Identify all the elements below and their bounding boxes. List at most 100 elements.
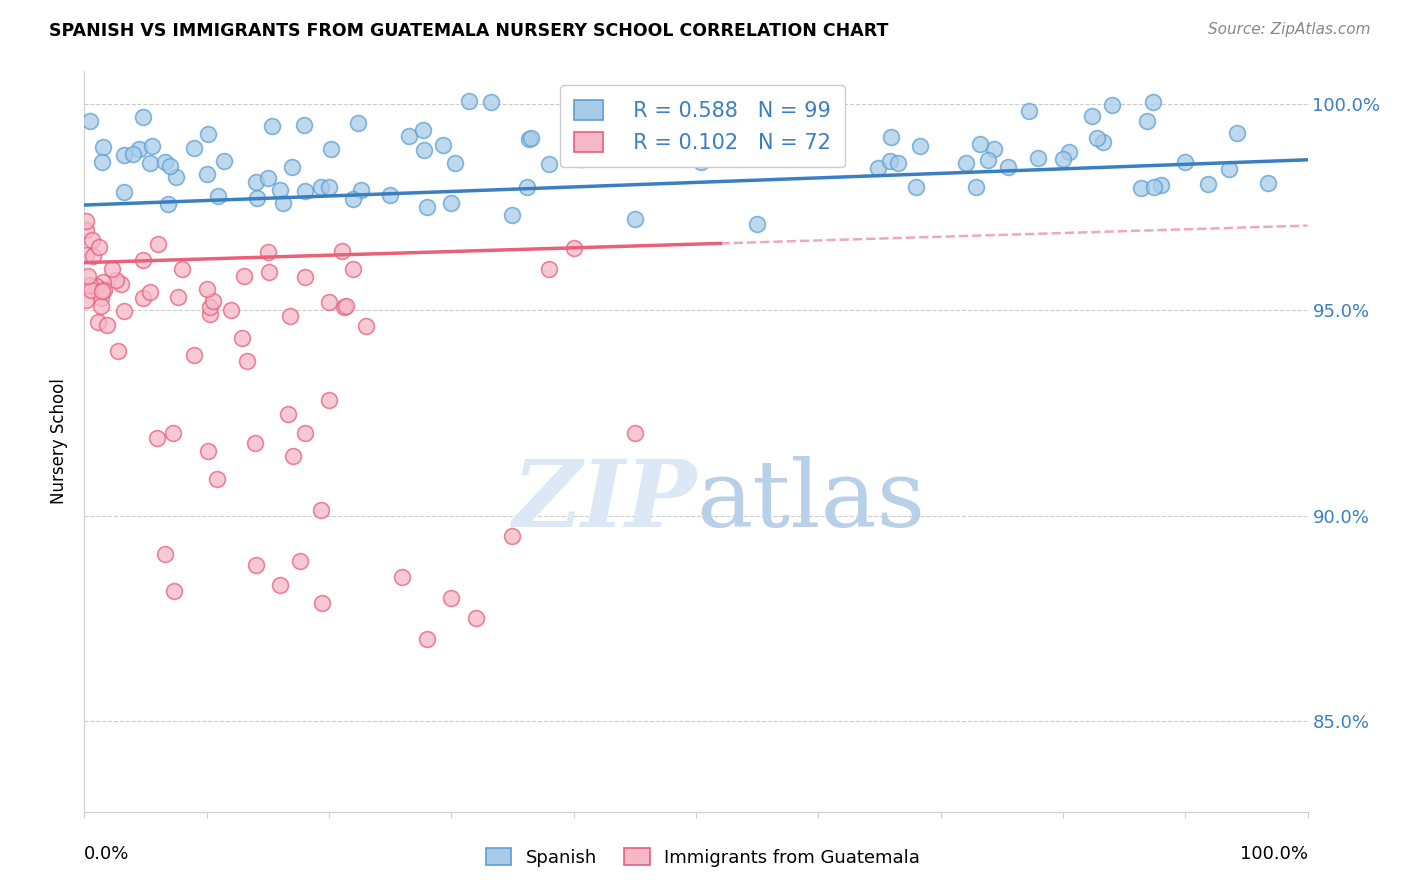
Point <box>1087 131 1109 145</box>
Point <box>624 426 647 441</box>
Point <box>342 192 364 206</box>
Point <box>235 354 257 368</box>
Point <box>538 261 561 276</box>
Point <box>391 570 413 584</box>
Point <box>262 119 284 133</box>
Point <box>398 128 420 143</box>
Point <box>747 217 769 231</box>
Point <box>197 444 219 458</box>
Point <box>145 431 167 445</box>
Point <box>231 331 253 345</box>
Point <box>75 213 97 227</box>
Point <box>868 161 890 175</box>
Point <box>440 196 463 211</box>
Point <box>292 118 315 132</box>
Point <box>153 154 176 169</box>
Point <box>969 137 991 152</box>
Text: SPANISH VS IMMIGRANTS FROM GUATEMALA NURSERY SCHOOL CORRELATION CHART: SPANISH VS IMMIGRANTS FROM GUATEMALA NUR… <box>49 22 889 40</box>
Point <box>610 144 633 158</box>
Point <box>997 160 1019 174</box>
Point <box>79 277 101 292</box>
Point <box>976 153 998 167</box>
Point <box>502 208 524 222</box>
Point <box>245 558 267 572</box>
Point <box>112 304 135 318</box>
Point <box>132 110 155 124</box>
Point <box>195 167 218 181</box>
Point <box>458 95 481 109</box>
Point <box>139 285 162 299</box>
Point <box>76 268 98 283</box>
Point <box>1143 180 1166 194</box>
Point <box>294 270 316 285</box>
Point <box>904 179 927 194</box>
Legend:   R = 0.588   N = 99,   R = 0.102   N = 72: R = 0.588 N = 99, R = 0.102 N = 72 <box>560 86 845 167</box>
Point <box>132 252 155 267</box>
Point <box>741 136 763 151</box>
Point <box>1197 178 1219 192</box>
Point <box>257 265 280 279</box>
Point <box>232 269 254 284</box>
Point <box>520 130 543 145</box>
Point <box>464 611 486 625</box>
Point <box>91 285 114 299</box>
Point <box>309 179 332 194</box>
Point <box>585 130 607 145</box>
Point <box>610 102 633 116</box>
Point <box>333 300 356 314</box>
Point <box>481 95 503 109</box>
Point <box>983 142 1005 156</box>
Point <box>243 436 266 450</box>
Point <box>1052 153 1074 167</box>
Point <box>318 393 340 408</box>
Point <box>75 248 97 262</box>
Point <box>887 156 910 170</box>
Point <box>195 282 218 296</box>
Text: 100.0%: 100.0% <box>1240 845 1308 863</box>
Point <box>443 156 465 170</box>
Point <box>273 196 295 211</box>
Point <box>1129 181 1152 195</box>
Text: ZIP: ZIP <box>512 456 696 546</box>
Point <box>281 450 304 464</box>
Point <box>101 261 124 276</box>
Point <box>633 129 655 144</box>
Point <box>87 314 110 328</box>
Point <box>197 127 219 141</box>
Point <box>269 183 291 197</box>
Point <box>183 141 205 155</box>
Point <box>257 171 280 186</box>
Point <box>1026 151 1049 165</box>
Point <box>82 249 104 263</box>
Point <box>1136 113 1159 128</box>
Point <box>146 237 169 252</box>
Point <box>516 180 538 194</box>
Point <box>80 283 103 297</box>
Point <box>335 299 357 313</box>
Point <box>87 240 110 254</box>
Point <box>156 197 179 211</box>
Point <box>380 187 402 202</box>
Point <box>159 159 181 173</box>
Point <box>354 319 377 334</box>
Point <box>207 189 229 203</box>
Point <box>811 128 834 143</box>
Point <box>697 141 720 155</box>
Point <box>90 299 112 313</box>
Point <box>245 176 267 190</box>
Point <box>214 153 236 168</box>
Point <box>112 148 135 162</box>
Point <box>172 261 194 276</box>
Point <box>128 142 150 156</box>
Point <box>75 293 97 308</box>
Point <box>198 300 221 314</box>
Point <box>693 106 716 120</box>
Point <box>90 292 112 306</box>
Point <box>246 191 269 205</box>
Point <box>562 103 585 118</box>
Point <box>91 155 114 169</box>
Point <box>183 348 205 362</box>
Point <box>84 278 107 293</box>
Point <box>1059 145 1081 159</box>
Point <box>162 425 184 440</box>
